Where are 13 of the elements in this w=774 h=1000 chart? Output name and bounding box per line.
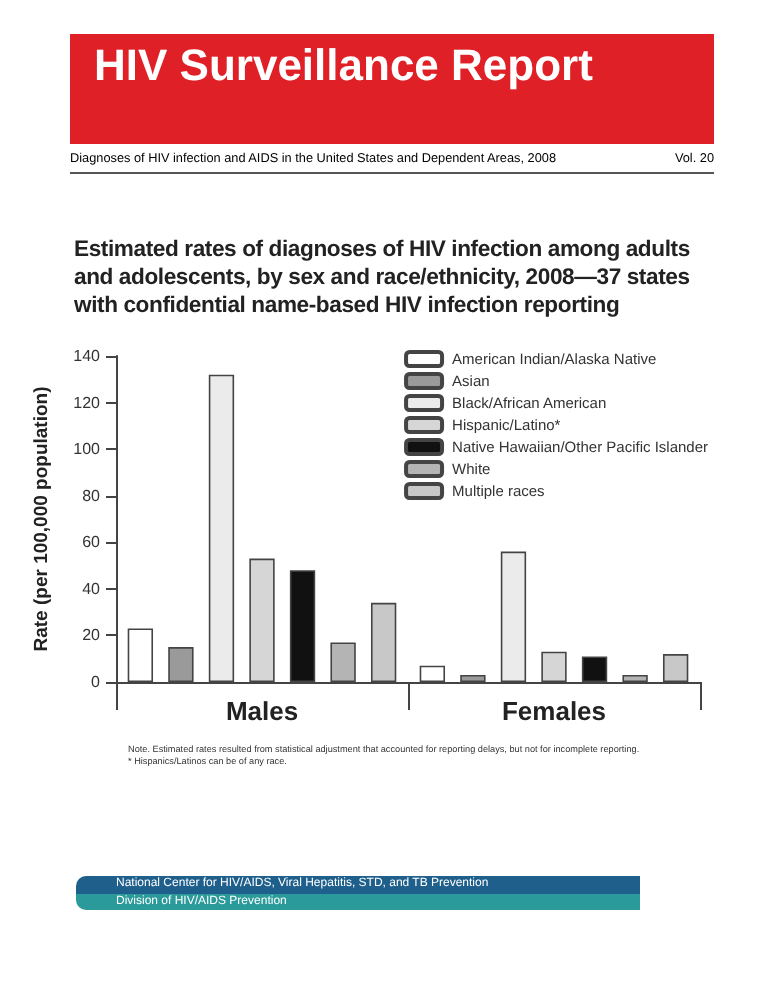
y-tick-label: 80 [82, 486, 102, 505]
y-tick-label: 0 [91, 673, 102, 691]
chart-title: Estimated rates of diagnoses of HIV infection among adults and adolescents, by sex and race/ethnicity, 2008—37 states with confidential name-based HIV infection reporting [74, 236, 692, 320]
x-tick-label: Females [501, 696, 607, 726]
y-tick-label: 140 [73, 347, 102, 365]
y-tick-label: 120 [73, 393, 102, 412]
y-axis-title: Rate (per 100,000 population) [30, 386, 53, 652]
y-tick-label: 40 [82, 579, 102, 598]
y-tick-label: 60 [82, 533, 102, 552]
text: HIV Surveillance Report [70, 34, 714, 144]
x-tick-label: Males [225, 696, 299, 726]
y-tick-label: 20 [82, 626, 102, 645]
y-tick-label: 100 [73, 440, 102, 459]
